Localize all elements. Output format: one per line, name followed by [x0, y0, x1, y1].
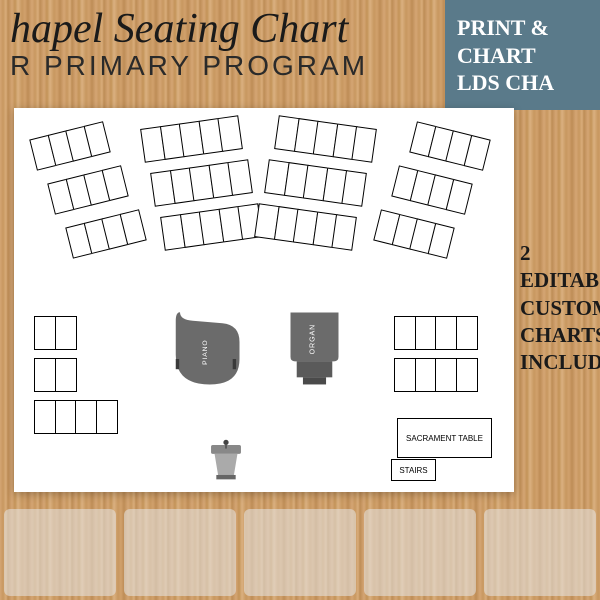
sacrament-label: SACRAMENT TABLE: [406, 434, 483, 443]
seat: [435, 316, 457, 350]
seat: [75, 400, 97, 434]
seat: [351, 126, 377, 163]
seat-row: [65, 209, 146, 258]
seat-row: [274, 115, 377, 162]
seat: [456, 358, 478, 392]
seat-row: [409, 121, 490, 170]
seat-row: [373, 209, 454, 258]
piano-icon: PIANO: [169, 308, 259, 393]
seat-row: [391, 165, 472, 214]
seat: [34, 400, 56, 434]
top-badge: PRINT & CHART LDS CHA: [445, 0, 600, 110]
seat: [34, 316, 56, 350]
seat: [55, 400, 77, 434]
seat: [331, 214, 357, 251]
seat-row: [47, 165, 128, 214]
seat: [227, 159, 253, 196]
overlay-thumb: [364, 509, 476, 596]
seat-row: [394, 316, 478, 350]
seat: [217, 115, 243, 152]
overlay-thumb: [244, 509, 356, 596]
seat: [415, 316, 437, 350]
seat: [341, 170, 367, 207]
seat-row: [34, 400, 118, 434]
seat: [456, 316, 478, 350]
seat-row: [150, 159, 253, 206]
seating-chart-page: PIANO ORGAN SACRAMENT TABLE STAIRS: [14, 108, 514, 492]
seat: [394, 316, 416, 350]
seat: [96, 400, 118, 434]
seat-row: [29, 121, 110, 170]
seat: [55, 316, 77, 350]
thumbnail-overlay-row: [0, 505, 600, 600]
overlay-thumb: [4, 509, 116, 596]
seat-row: [254, 203, 357, 250]
seat-row: [160, 203, 263, 250]
side-badge: 2 EDITAB CUSTOMIZ CHARTS INCLUD: [520, 240, 600, 376]
organ-label: ORGAN: [309, 324, 317, 355]
seat: [394, 358, 416, 392]
stairs-box: STAIRS: [391, 459, 436, 481]
piano-label: PIANO: [202, 339, 209, 364]
seat-row: [34, 358, 77, 392]
seat-row: [264, 159, 367, 206]
seat: [435, 358, 457, 392]
seat-row: [394, 358, 478, 392]
stairs-label: STAIRS: [399, 466, 427, 475]
overlay-thumb: [484, 509, 596, 596]
organ-icon: ORGAN: [282, 308, 347, 388]
seat: [415, 358, 437, 392]
seat-row: [34, 316, 77, 350]
seat: [55, 358, 77, 392]
seat: [34, 358, 56, 392]
seat-row: [140, 115, 243, 162]
podium-icon: [204, 438, 248, 482]
overlay-thumb: [124, 509, 236, 596]
sacrament-table: SACRAMENT TABLE: [397, 418, 492, 458]
